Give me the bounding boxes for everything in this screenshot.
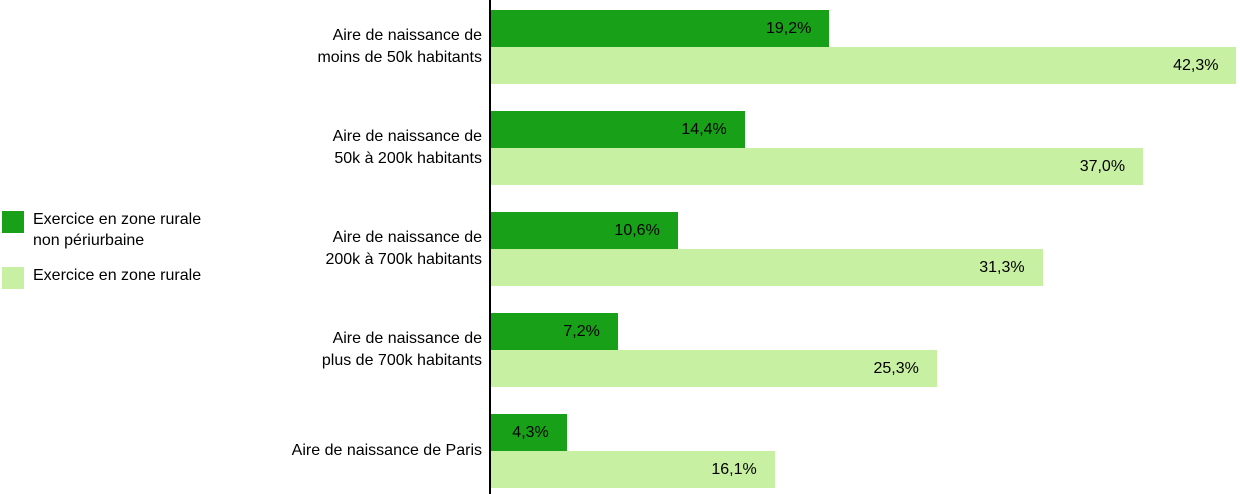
plot-area: 19,2% 42,3% 14,4% 37,0% 10,6% 31,3% 7,2% 25,3% 4…	[491, 0, 1240, 494]
y-axis-line	[489, 0, 491, 494]
legend-item-rural-non-periurbaine: Exercice en zone rurale non périurbaine	[2, 210, 201, 252]
bar-rural: 37,0%	[491, 148, 1144, 185]
legend-label: Exercice en zone rurale non périurbaine	[33, 211, 202, 249]
bar-value-label: 42,3%	[1173, 56, 1219, 74]
bar-rural-non-periurbaine: 10,6%	[491, 212, 678, 249]
category-label: Aire de naissance de plus de 700k habita…	[321, 330, 482, 369]
bar-value-label: 10,6%	[614, 221, 660, 239]
category-label: Aire de naissance de 50k à 200k habitant…	[332, 128, 482, 167]
bar-value-label: 37,0%	[1079, 157, 1126, 175]
category-label: Aire de naissance de moins de 50k habita…	[317, 27, 482, 66]
legend-item-rural: Exercice en zone rurale	[2, 266, 201, 289]
bar-value-label: 14,4%	[681, 120, 727, 138]
bar-rural-non-periurbaine: 14,4%	[491, 111, 745, 148]
legend: Exercice en zone rurale non périurbaine …	[2, 210, 201, 289]
bar-value-label: 31,3%	[979, 258, 1025, 276]
bar-rural-non-periurbaine: 4,3%	[491, 414, 567, 451]
legend-label: Exercice en zone rurale	[33, 266, 202, 284]
legend-swatch-light-green	[2, 266, 24, 289]
category-label: Aire de naissance de 200k à 700k habitan…	[325, 229, 482, 268]
bar-value-label: 7,2%	[563, 322, 600, 340]
bar-rural: 16,1%	[491, 451, 775, 488]
bar-rural: 25,3%	[491, 350, 937, 387]
category-labels: Aire de naissance de moins de 50k habita…	[0, 0, 486, 494]
bar-value-label: 16,1%	[711, 460, 757, 478]
bar-value-label: 19,2%	[765, 19, 812, 37]
bar-value-label: 4,3%	[512, 423, 549, 441]
category-label: Aire de naissance de Paris	[291, 442, 482, 460]
bar-rural: 31,3%	[491, 249, 1043, 286]
legend-swatch-dark-green	[2, 211, 24, 233]
bar-rural-non-periurbaine: 19,2%	[491, 10, 830, 47]
bar-rural: 42,3%	[491, 47, 1237, 84]
bar-value-label: 25,3%	[873, 359, 919, 377]
bar-rural-non-periurbaine: 7,2%	[491, 313, 618, 350]
